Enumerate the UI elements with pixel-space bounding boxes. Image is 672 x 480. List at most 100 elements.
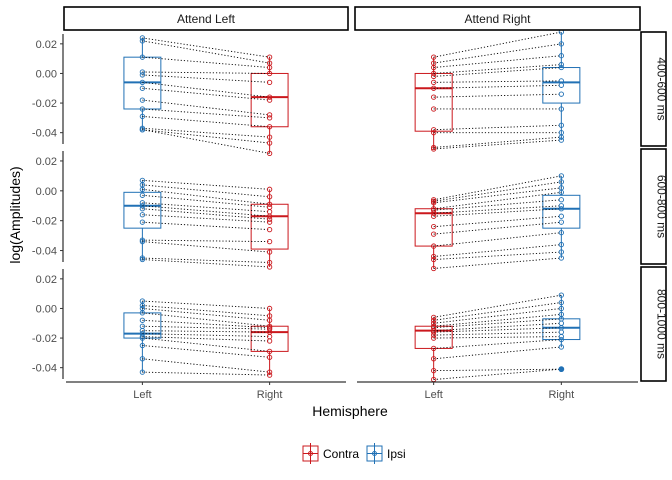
legend-entry: Ipsi — [366, 443, 406, 464]
outlier-point — [558, 366, 565, 373]
boxplot-right — [250, 189, 289, 267]
row-strip: 800-1000 ms — [640, 266, 669, 382]
data-point — [558, 255, 564, 261]
pair-line — [142, 56, 270, 68]
pair-line — [433, 93, 562, 98]
pair-line — [142, 205, 270, 217]
data-point — [139, 125, 146, 131]
data-point — [139, 212, 146, 218]
box — [250, 203, 289, 250]
data-point — [266, 326, 273, 332]
pair-line — [142, 194, 270, 208]
data-point — [266, 79, 273, 85]
data-point — [558, 53, 564, 59]
data-point — [558, 61, 564, 68]
data-point — [266, 354, 273, 360]
facet-panel — [123, 177, 289, 270]
data-point — [266, 317, 273, 323]
data-point — [431, 73, 437, 80]
pair-line — [142, 188, 270, 205]
data-point — [139, 219, 146, 225]
data-point — [139, 69, 146, 75]
x-tick-label: Left — [424, 389, 442, 401]
pair-line — [433, 208, 562, 217]
row-strip-box — [640, 148, 667, 265]
box — [250, 325, 289, 352]
row-strip: 400-600 ms — [640, 31, 669, 147]
pair-line — [433, 331, 562, 336]
pair-line — [142, 214, 270, 223]
pair-line — [433, 191, 562, 210]
pair-line — [142, 40, 270, 64]
data-point — [431, 345, 437, 352]
data-point — [266, 264, 273, 270]
pair-line — [433, 327, 562, 333]
column-strip-label: Attend Right — [464, 12, 531, 26]
data-point — [558, 241, 564, 248]
data-point — [139, 356, 146, 362]
data-point — [558, 82, 564, 88]
data-point — [139, 238, 146, 245]
data-point — [558, 189, 564, 195]
pair-line — [433, 43, 562, 64]
data-point — [139, 237, 146, 243]
pair-line — [142, 71, 270, 74]
data-point — [558, 134, 564, 140]
pair-line — [433, 215, 562, 228]
facet-panel — [414, 292, 581, 383]
pair-line — [433, 31, 562, 58]
pair-line — [142, 129, 270, 154]
row-strip-box — [640, 266, 667, 382]
data-point — [431, 94, 437, 100]
y-tick-label: -0.04 — [32, 363, 57, 375]
panels-layer — [123, 29, 581, 383]
data-point — [139, 200, 146, 206]
y-tick-label: 0.02 — [36, 274, 57, 286]
data-point — [266, 338, 273, 344]
data-point — [266, 369, 273, 375]
pair-line — [433, 84, 562, 89]
pair-line — [142, 319, 270, 329]
pair-line — [142, 259, 270, 268]
pair-line — [433, 136, 562, 148]
data-point — [139, 35, 146, 41]
data-point — [266, 70, 273, 77]
data-point — [266, 348, 273, 355]
data-point — [266, 124, 273, 130]
row-strip-label: 400-600 ms — [655, 57, 669, 120]
data-point — [558, 64, 564, 71]
pair-line — [433, 221, 562, 235]
pair-line — [433, 339, 562, 349]
pair-line — [142, 325, 270, 330]
axes-layer: 0.020.00-0.02-0.040.020.00-0.02-0.040.02… — [32, 34, 638, 401]
pair-line — [433, 322, 562, 332]
data-point — [266, 249, 273, 255]
row-strip-label: 800-1000 ms — [655, 289, 669, 359]
pair-line — [142, 129, 270, 144]
pair-line — [142, 300, 270, 309]
data-point — [139, 72, 146, 78]
box — [542, 318, 581, 341]
facet-panel — [414, 173, 581, 272]
pair-line — [142, 115, 270, 128]
data-point — [266, 216, 273, 222]
data-point — [431, 130, 437, 136]
data-point — [558, 179, 564, 185]
pair-line — [433, 336, 562, 339]
data-point — [558, 336, 564, 343]
data-point — [431, 213, 437, 219]
data-point — [558, 206, 564, 212]
data-point — [266, 372, 273, 378]
data-point — [558, 344, 564, 350]
data-point — [558, 173, 564, 179]
row-strip-label: 600-800 ms — [655, 175, 669, 238]
legend-label: Ipsi — [387, 447, 406, 461]
pair-line — [433, 257, 562, 269]
data-point — [266, 194, 273, 200]
data-point — [431, 335, 437, 341]
y-tick-label: -0.04 — [32, 246, 57, 258]
pair-line — [142, 330, 270, 333]
x-axis: Left Right — [357, 381, 638, 401]
data-point — [558, 292, 564, 298]
y-tick-label: 0.00 — [36, 303, 57, 315]
